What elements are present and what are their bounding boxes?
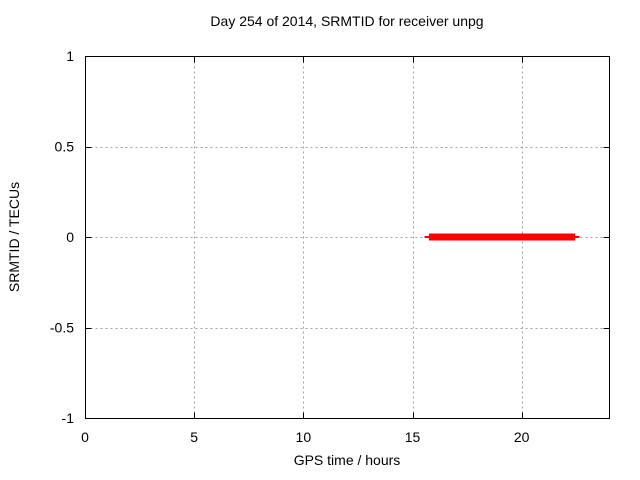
x-tick-label: 5 bbox=[190, 429, 198, 445]
y-tick-label: 0.5 bbox=[55, 139, 75, 155]
y-tick-label: 1 bbox=[66, 48, 74, 64]
x-tick-label: 0 bbox=[81, 429, 89, 445]
x-axis-label: GPS time / hours bbox=[293, 452, 401, 468]
chart-title: Day 254 of 2014, SRMTID for receiver unp… bbox=[210, 13, 484, 29]
y-tick-label: -0.5 bbox=[50, 320, 74, 336]
x-tick-label: 20 bbox=[514, 429, 530, 445]
y-tick-label: -1 bbox=[62, 410, 75, 426]
y-tick-label: 0 bbox=[66, 229, 74, 245]
x-tick-label: 10 bbox=[296, 429, 312, 445]
x-tick-label: 15 bbox=[405, 429, 421, 445]
